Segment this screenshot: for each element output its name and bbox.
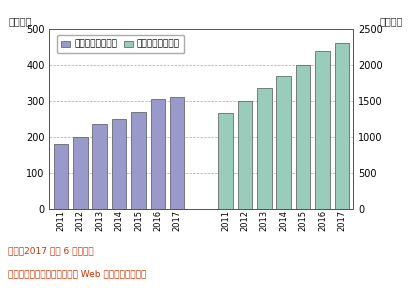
Text: （万人）: （万人）: [379, 16, 403, 26]
Bar: [150, 99, 165, 209]
Text: （万人）: （万人）: [8, 16, 32, 26]
Bar: [257, 88, 272, 209]
Bar: [54, 144, 68, 209]
Text: 資料：中国電子商務研究中心 Web サイトから作成。: 資料：中国電子商務研究中心 Web サイトから作成。: [8, 270, 147, 279]
Bar: [112, 119, 126, 209]
Bar: [296, 65, 310, 209]
Bar: [238, 101, 252, 209]
Bar: [170, 97, 185, 209]
Bar: [218, 113, 233, 209]
Bar: [335, 44, 349, 209]
Text: 備考：2017 年は 6 月時点。: 備考：2017 年は 6 月時点。: [8, 246, 94, 255]
Bar: [315, 50, 330, 209]
Bar: [92, 124, 107, 209]
Bar: [73, 137, 88, 209]
Bar: [277, 76, 291, 209]
Bar: [131, 113, 145, 209]
Legend: 直接雇用（左軸）, 間接雇用（右軸）: 直接雇用（左軸）, 間接雇用（右軸）: [57, 35, 185, 53]
